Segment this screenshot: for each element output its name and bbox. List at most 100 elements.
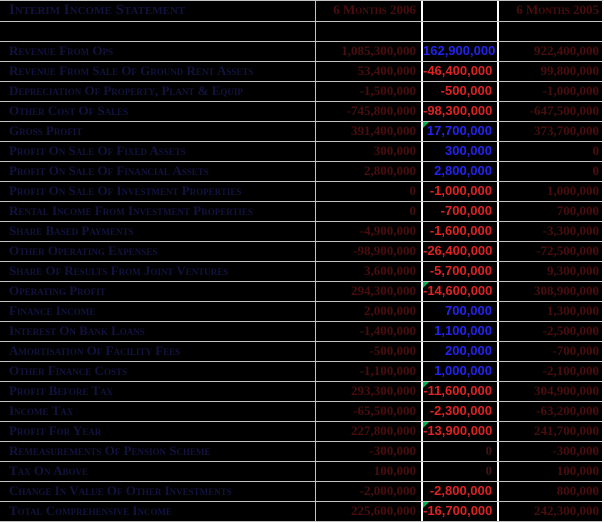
row-label-cell[interactable]: Rental Income From Investment Properties <box>0 202 316 221</box>
blank-label-cell[interactable] <box>0 22 316 41</box>
change-cell[interactable]: -14,600,000 <box>421 282 499 301</box>
value-2005-cell[interactable]: -300,000 <box>552 443 599 458</box>
col-header-change[interactable] <box>421 1 499 21</box>
value-2005-cell[interactable]: 700,000 <box>556 203 599 218</box>
row-label-cell[interactable]: Amortisation Of Facility Fees <box>0 342 316 361</box>
value-2006-cell[interactable]: -1,500,000 <box>359 83 416 98</box>
change-cell[interactable]: 2,800,000 <box>421 162 499 181</box>
row-label-cell[interactable]: Profit On Sale Of Financial Assets <box>0 162 316 181</box>
value-2006-cell[interactable]: -745,800,000 <box>346 103 416 118</box>
value-2005-cell[interactable]: 304,900,000 <box>534 383 599 398</box>
value-2005-cell[interactable]: -700,000 <box>552 343 599 358</box>
value-2005-cell[interactable]: -2,100,000 <box>542 363 599 378</box>
value-2006-cell[interactable]: 227,800,000 <box>351 423 416 438</box>
value-2006-cell[interactable]: 294,300,000 <box>351 283 416 298</box>
value-2005-cell[interactable]: -63,200,000 <box>536 403 599 418</box>
row-label-cell[interactable]: Other Operating Expenses <box>0 242 316 261</box>
change-cell[interactable]: 200,000 <box>421 342 499 361</box>
value-2006-cell[interactable]: 3,600,000 <box>364 263 416 278</box>
value-2006-cell[interactable]: 2,800,000 <box>364 163 416 178</box>
value-2006-cell[interactable]: 53,400,000 <box>357 63 417 78</box>
row-label-cell[interactable]: Revenue From Ops <box>0 42 316 61</box>
change-cell[interactable]: 300,000 <box>421 142 499 161</box>
value-2006-cell[interactable]: 2,000,000 <box>364 303 416 318</box>
change-cell[interactable]: -16,700,000 <box>421 502 499 521</box>
row-label-cell[interactable]: Revenue From Sale Of Ground Rent Assets <box>0 62 316 81</box>
col-header-2005[interactable]: 6 Months 2005 <box>516 2 599 17</box>
value-2005-cell[interactable]: 1,000,000 <box>547 183 599 198</box>
change-cell[interactable]: -1,000,000 <box>421 182 499 201</box>
value-2005-cell[interactable]: 0 <box>592 163 600 178</box>
value-2005-cell[interactable]: 9,300,000 <box>547 263 599 278</box>
value-2005-cell[interactable]: -3,300,000 <box>542 223 599 238</box>
row-label-cell[interactable]: Profit For Year <box>0 422 316 441</box>
blank-2005-cell[interactable] <box>499 22 602 41</box>
value-2006-cell[interactable]: -65,500,000 <box>353 403 416 418</box>
value-2006-cell[interactable]: -2,000,000 <box>359 483 416 498</box>
row-label-cell[interactable]: Share Based Payments <box>0 222 316 241</box>
row-label-cell[interactable]: Income Tax <box>0 402 316 421</box>
change-cell[interactable]: -98,300,000 <box>421 102 499 121</box>
change-cell[interactable]: 1,100,000 <box>421 322 499 341</box>
row-label-cell[interactable]: Operating Profit <box>0 282 316 301</box>
value-2005-cell[interactable]: -647,500,000 <box>529 103 599 118</box>
value-2006-cell[interactable]: -500,000 <box>369 343 416 358</box>
row-label-cell[interactable]: Depreciation Of Property, Plant & Equip <box>0 82 316 101</box>
value-2005-cell[interactable]: -2,500,000 <box>542 323 599 338</box>
value-2005-cell[interactable]: -72,500,000 <box>536 243 599 258</box>
change-cell[interactable]: -700,000 <box>421 202 499 221</box>
change-cell[interactable]: -11,600,000 <box>421 382 499 401</box>
value-2006-cell[interactable]: -4,900,000 <box>359 223 416 238</box>
row-label-cell[interactable]: Total Comprehensive Income <box>0 502 316 521</box>
row-label-cell[interactable]: Change In Value Of Other Investments <box>0 482 316 501</box>
change-cell[interactable]: 162,900,000 <box>421 42 499 61</box>
value-2006-cell[interactable]: 1,085,300,000 <box>341 43 416 58</box>
value-2005-cell[interactable]: 0 <box>592 143 600 158</box>
value-2005-cell[interactable]: 1,300,000 <box>547 303 599 318</box>
row-label-cell[interactable]: Profit On Sale Of Fixed Assets <box>0 142 316 161</box>
row-label-cell[interactable]: Profit On Sale Of Investment Properties <box>0 182 316 201</box>
change-cell[interactable]: 0 <box>421 442 499 461</box>
change-cell[interactable]: -2,300,000 <box>421 402 499 421</box>
value-2005-cell[interactable]: 800,000 <box>556 483 599 498</box>
change-cell[interactable]: 700,000 <box>421 302 499 321</box>
value-2006-cell[interactable]: -1,400,000 <box>359 323 416 338</box>
blank-change-cell[interactable] <box>421 22 499 41</box>
value-2006-cell[interactable]: 100,000 <box>373 463 416 478</box>
value-2006-cell[interactable]: -98,900,000 <box>353 243 416 258</box>
value-2006-cell[interactable]: 0 <box>409 183 417 198</box>
value-2006-cell[interactable]: -300,000 <box>369 443 416 458</box>
value-2006-cell[interactable]: 293,300,000 <box>351 383 416 398</box>
value-2006-cell[interactable]: 391,400,000 <box>351 123 416 138</box>
value-2005-cell[interactable]: 242,300,000 <box>534 503 599 518</box>
row-label-cell[interactable]: Interest On Bank Loans <box>0 322 316 341</box>
value-2006-cell[interactable]: 225,600,000 <box>351 503 416 518</box>
change-cell[interactable]: -500,000 <box>421 82 499 101</box>
row-label-cell[interactable]: Other Cost Of Sales <box>0 102 316 121</box>
value-2006-cell[interactable]: 300,000 <box>373 143 416 158</box>
value-2005-cell[interactable]: 100,000 <box>556 463 599 478</box>
change-cell[interactable]: -5,700,000 <box>421 262 499 281</box>
col-header-2006[interactable]: 6 Months 2006 <box>333 2 416 17</box>
sheet-title-cell[interactable]: Interim Income Statement <box>0 1 316 21</box>
value-2005-cell[interactable]: 308,900,000 <box>534 283 599 298</box>
row-label-cell[interactable]: Tax On Above <box>0 462 316 481</box>
row-label-cell[interactable]: Gross Profit <box>0 122 316 141</box>
value-2005-cell[interactable]: -1,000,000 <box>542 83 599 98</box>
change-cell[interactable]: 1,000,000 <box>421 362 499 381</box>
change-cell[interactable]: -1,600,000 <box>421 222 499 241</box>
value-2006-cell[interactable]: 0 <box>409 203 417 218</box>
change-cell[interactable]: -13,900,000 <box>421 422 499 441</box>
change-cell[interactable]: -2,800,000 <box>421 482 499 501</box>
change-cell[interactable]: -46,400,000 <box>421 62 499 81</box>
row-label-cell[interactable]: Profit Before Tax <box>0 382 316 401</box>
row-label-cell[interactable]: Finance Income <box>0 302 316 321</box>
value-2006-cell[interactable]: -1,100,000 <box>359 363 416 378</box>
blank-2006-cell[interactable] <box>316 22 421 41</box>
row-label-cell[interactable]: Other Finance Costs <box>0 362 316 381</box>
row-label-cell[interactable]: Remeasurements Of Pension Scheme <box>0 442 316 461</box>
change-cell[interactable]: -26,400,000 <box>421 242 499 261</box>
value-2005-cell[interactable]: 99,800,000 <box>540 63 600 78</box>
value-2005-cell[interactable]: 241,700,000 <box>534 423 599 438</box>
row-label-cell[interactable]: Share Of Results From Joint Ventures <box>0 262 316 281</box>
